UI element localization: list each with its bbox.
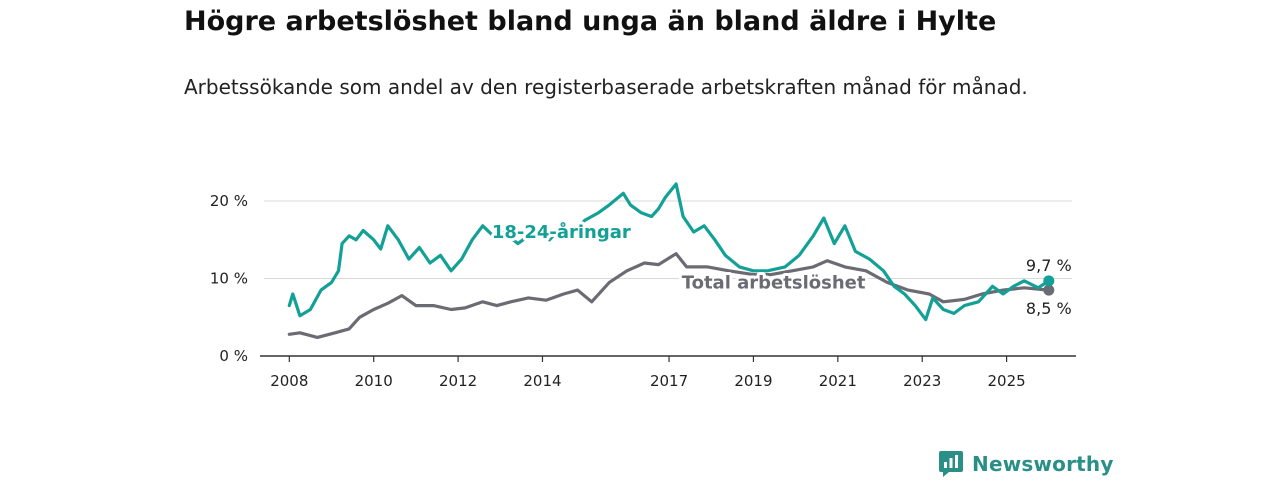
end-point-total [1043,284,1055,296]
end-label-youth: 9,7 % [1026,256,1072,275]
brand-logo: Newsworthy [938,448,1114,480]
series-label-total: Total arbetslöshet [682,273,866,294]
x-tick-label: 2017 [650,372,688,390]
y-tick-label: 10 % [210,270,248,288]
brand-name: Newsworthy [972,452,1114,476]
chart-subtitle: Arbetssökande som andel av den registerb… [184,75,1028,99]
series-labels: 18-24-åringar Total arbetslöshet 9,7 % 8,5 … [489,218,1074,320]
y-tick-label: 20 % [210,192,248,210]
x-tick-label: 2019 [734,372,772,390]
x-tick-label: 2025 [988,372,1026,390]
series-line-youth [287,182,1051,322]
series-lines [287,182,1055,339]
y-axis-ticks: 0 % 10 % 20 % [210,192,248,365]
newsworthy-logo-icon [939,451,963,477]
end-label-total: 8,5 % [1026,299,1072,318]
x-tick-label: 2012 [439,372,477,390]
x-tick-label: 2023 [903,372,941,390]
gridlines [260,200,1076,357]
series-label-youth: 18-24-åringar [492,221,631,243]
series-line-total [287,252,1051,339]
x-axis-ticks: 2008 2010 2012 2014 2017 2019 2021 2023 2025 [270,356,1026,390]
y-tick-label: 0 % [219,347,248,365]
chart-title: Högre arbetslöshet bland unga än bland ä… [184,6,997,37]
x-tick-label: 2010 [355,372,393,390]
x-tick-label: 2014 [523,372,561,390]
line-chart: 0 % 10 % 20 % 2008 2010 2012 2014 2017 2019 2021… [210,182,1076,390]
x-tick-label: 2008 [270,372,308,390]
x-tick-label: 2021 [819,372,857,390]
end-point-youth [1043,275,1055,287]
